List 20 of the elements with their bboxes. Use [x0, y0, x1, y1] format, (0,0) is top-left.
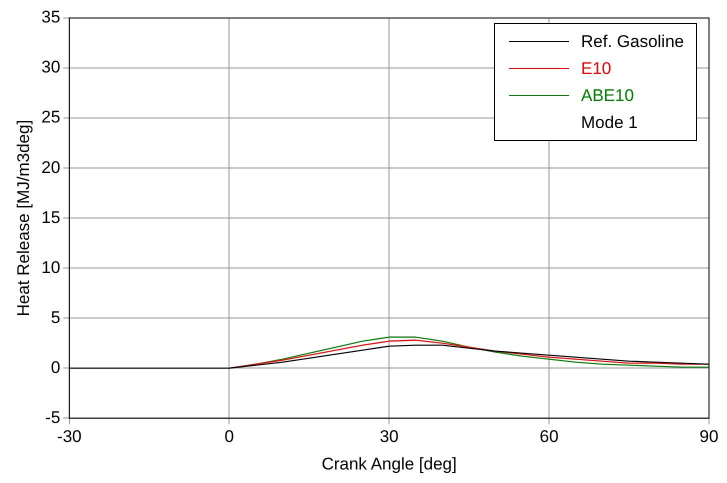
- y-axis-title: Heat Release [MJ/m3deg]: [14, 120, 33, 316]
- y-tick-label: 5: [50, 308, 60, 327]
- y-tick-label: 0: [50, 358, 60, 377]
- x-tick-label: 60: [540, 427, 559, 446]
- x-tick-label: 90: [700, 427, 718, 446]
- legend-label: ABE10: [581, 85, 634, 107]
- y-tick-label: 20: [41, 158, 60, 177]
- x-tick-label: 30: [380, 427, 399, 446]
- annotation: Mode 1: [581, 112, 638, 134]
- y-tick-label: 10: [41, 258, 60, 277]
- x-axis-title: Crank Angle [deg]: [322, 454, 457, 474]
- y-tick-label: -5: [45, 408, 60, 427]
- legend-label: E10: [581, 58, 612, 80]
- x-tick-label: 0: [224, 427, 234, 446]
- y-tick-label: 15: [41, 208, 60, 227]
- y-tick-label: 25: [41, 108, 60, 127]
- y-tick-label: 30: [41, 58, 60, 77]
- x-tick-label: -30: [57, 427, 82, 446]
- legend-label: Ref. Gasoline: [581, 31, 684, 53]
- y-tick-label: 35: [41, 8, 60, 27]
